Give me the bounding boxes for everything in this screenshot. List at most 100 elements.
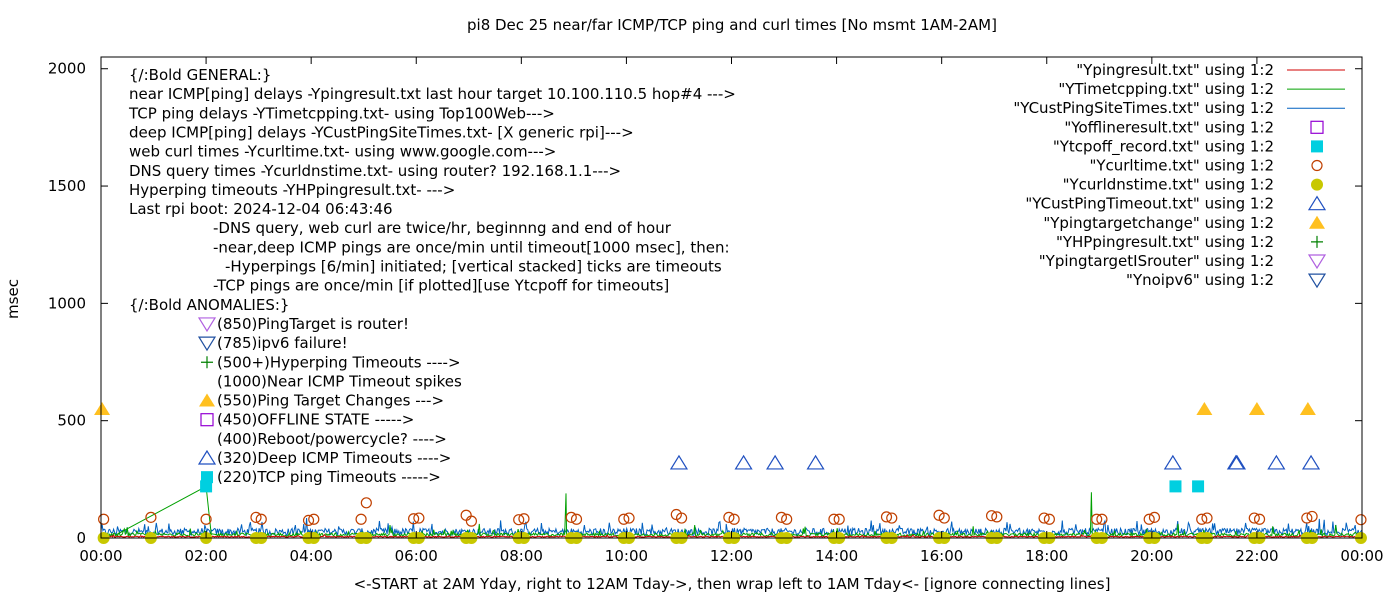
point-5-12 bbox=[465, 515, 478, 527]
point-5-26 bbox=[833, 513, 845, 525]
point-5-32 bbox=[991, 511, 1003, 523]
point-5-40 bbox=[1201, 512, 1213, 524]
point-5-2 bbox=[200, 513, 212, 525]
point-4-0 bbox=[200, 480, 213, 493]
point-5-23 bbox=[775, 511, 788, 523]
x-tick-label-9: 18:00 bbox=[1025, 547, 1068, 565]
point-5-13 bbox=[513, 514, 525, 526]
point-7-4 bbox=[1163, 454, 1182, 470]
x-tick-label-12: 00:00 bbox=[1340, 547, 1383, 565]
legend-label-11: "Ynoipv6" using 1:2 bbox=[1126, 271, 1274, 289]
point-4-2 bbox=[1192, 480, 1205, 493]
annotation-line-5: DNS query times -Ycurldnstime.txt- using… bbox=[129, 162, 621, 180]
point-5-10 bbox=[413, 512, 425, 524]
point-5-22 bbox=[728, 513, 740, 525]
legend-swatch-6 bbox=[1311, 178, 1323, 191]
point-5-1 bbox=[145, 511, 157, 523]
annotation-line-2: TCP ping delays -YTimetcpping.txt- using… bbox=[128, 104, 555, 122]
point-5-9 bbox=[408, 513, 420, 525]
point-5-18 bbox=[623, 512, 635, 524]
annotation-line-21: (220)TCP ping Timeouts -----> bbox=[217, 468, 441, 486]
point-5-30 bbox=[938, 512, 950, 524]
legend-swatch-3 bbox=[1310, 120, 1324, 134]
axes: 00:00 02:00 04:00 06:00 08:00 10:00 12:00 14:00… bbox=[48, 56, 1384, 565]
point-7-8 bbox=[1301, 454, 1321, 470]
y-tick-label-1: 500 bbox=[57, 412, 86, 430]
y-tick-label-4: 2000 bbox=[48, 60, 86, 78]
point-7-6 bbox=[1227, 454, 1247, 470]
point-5-42 bbox=[1253, 513, 1266, 525]
legend-label-6: "Ycurldnstime.txt" using 1:2 bbox=[1063, 176, 1274, 194]
point-4-1 bbox=[1169, 480, 1182, 493]
annotation-marker-0 bbox=[197, 317, 217, 333]
annotation-marker-1 bbox=[197, 336, 217, 352]
point-5-27 bbox=[880, 511, 893, 523]
annotation-line-16: (1000)Near ICMP Timeout spikes bbox=[217, 372, 462, 390]
point-7-0 bbox=[669, 454, 689, 470]
point-8-2 bbox=[1248, 401, 1265, 415]
point-8-0 bbox=[94, 401, 111, 415]
point-5-4 bbox=[255, 513, 267, 525]
annotation-line-13: (850)PingTarget is router! bbox=[217, 315, 409, 333]
point-5-15 bbox=[565, 511, 577, 523]
annotation-line-19: (400)Reboot/powercycle? ----> bbox=[217, 430, 447, 448]
annotation-line-3: deep ICMP[ping] delays -YCustPingSiteTim… bbox=[129, 123, 634, 141]
point-5-3 bbox=[250, 511, 262, 523]
legend-label-7: "YCustPingTimeout.txt" using 1:2 bbox=[1025, 195, 1274, 213]
point-5-24 bbox=[781, 513, 793, 525]
point-5-17 bbox=[618, 513, 630, 525]
legend-label-0: "Ypingresult.txt" using 1:2 bbox=[1076, 61, 1274, 79]
legend-label-4: "Ytcpoff_record.txt" using 1:2 bbox=[1053, 137, 1274, 156]
point-5-39 bbox=[1196, 513, 1208, 525]
legend-label-8: "Ypingtargetchange" using 1:2 bbox=[1043, 214, 1274, 232]
legend-label-3: "Yofflineresult.txt" using 1:2 bbox=[1064, 118, 1274, 136]
point-7-3 bbox=[806, 454, 825, 470]
y-axis-label: msec bbox=[4, 279, 22, 319]
legend-label-5: "Ycurltime.txt" using 1:2 bbox=[1089, 157, 1274, 175]
x-tick-label-1: 02:00 bbox=[184, 547, 227, 565]
point-5-5 bbox=[302, 514, 315, 527]
point-5-38 bbox=[1148, 511, 1161, 523]
point-5-14 bbox=[518, 513, 530, 525]
legend-swatch-8 bbox=[1309, 215, 1325, 229]
point-8-3 bbox=[1299, 401, 1316, 415]
y-tick-label-3: 1500 bbox=[48, 177, 86, 195]
x-tick-label-8: 16:00 bbox=[920, 547, 963, 565]
annotation-marker-5 bbox=[197, 449, 217, 465]
legend-swatch-5 bbox=[1311, 159, 1323, 172]
annotation-line-11: -TCP pings are once/min [if plotted][use… bbox=[213, 277, 669, 295]
annotation-line-18: (450)OFFLINE STATE -----> bbox=[217, 411, 414, 429]
point-5-43 bbox=[1301, 512, 1313, 524]
legend-swatch-4 bbox=[1311, 140, 1323, 153]
point-5-35 bbox=[1091, 513, 1103, 525]
x-tick-label-10: 20:00 bbox=[1130, 547, 1173, 565]
annotation-line-12: {/:Bold ANOMALIES:} bbox=[129, 296, 289, 314]
point-7-2 bbox=[766, 454, 785, 470]
y-tick-label-2: 1000 bbox=[48, 294, 86, 312]
point-5-8 bbox=[360, 497, 372, 509]
annotation-line-10: -Hyperpings [6/min] initiated; [vertical… bbox=[225, 258, 722, 276]
x-tick-label-5: 10:00 bbox=[605, 547, 648, 565]
annotation-layer: {/:Bold GENERAL:}near ICMP[ping] delays … bbox=[128, 66, 736, 486]
x-tick-label-2: 04:00 bbox=[290, 547, 333, 565]
x-tick-label-7: 14:00 bbox=[815, 547, 858, 565]
point-5-0 bbox=[98, 513, 110, 525]
annotation-line-15: (500+)Hyperping Timeouts ----> bbox=[217, 353, 461, 371]
point-5-7 bbox=[355, 513, 367, 525]
point-5-28 bbox=[886, 512, 898, 524]
point-5-16 bbox=[570, 513, 583, 525]
point-5-37 bbox=[1143, 513, 1155, 525]
point-7-1 bbox=[734, 454, 753, 470]
point-5-6 bbox=[308, 513, 320, 525]
annotation-line-17: (550)Ping Target Changes ---> bbox=[217, 392, 444, 410]
legend-label-1: "YTimetcpping.txt" using 1:2 bbox=[1058, 80, 1274, 98]
point-5-20 bbox=[675, 512, 688, 524]
x-axis-label: <-START at 2AM Yday, right to 12AM Tday-… bbox=[354, 575, 1111, 593]
annotation-line-6: Hyperping timeouts -YHPpingresult.txt- -… bbox=[129, 181, 455, 199]
legend-label-10: "YpingtargetISrouter" using 1:2 bbox=[1039, 252, 1274, 270]
x-tick-label-0: 00:00 bbox=[79, 547, 122, 565]
point-5-31 bbox=[985, 510, 998, 522]
point-5-36 bbox=[1096, 513, 1108, 525]
annotation-line-14: (785)ipv6 failure! bbox=[217, 334, 348, 352]
